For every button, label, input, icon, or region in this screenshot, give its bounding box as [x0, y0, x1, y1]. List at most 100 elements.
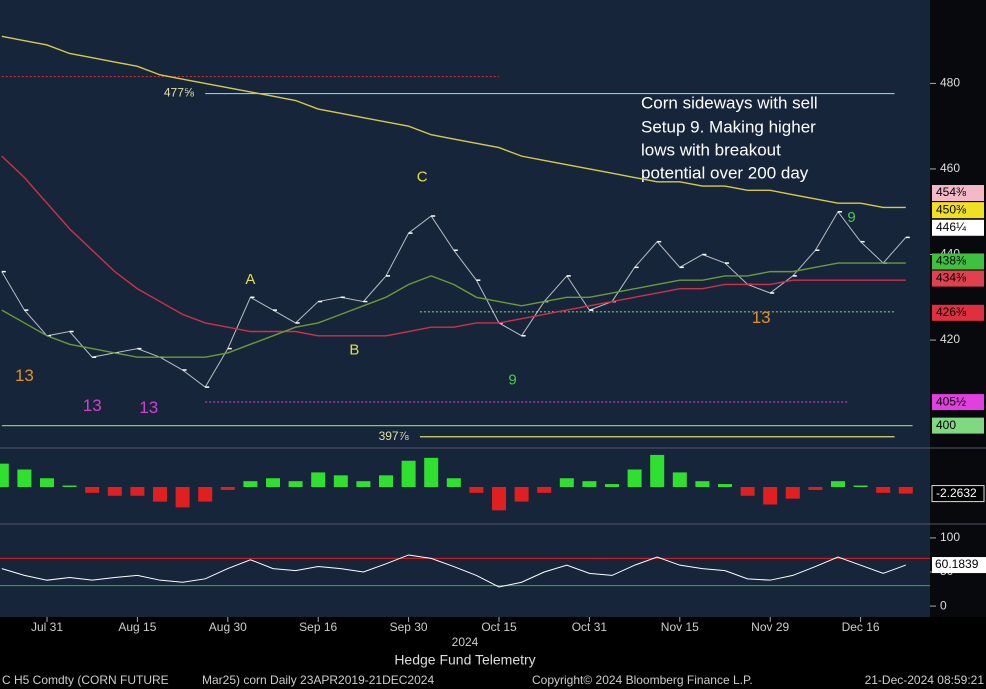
- y-tick-label: 420: [940, 332, 960, 346]
- histogram-bar: [785, 487, 800, 499]
- price-label-box: [932, 270, 984, 287]
- plot-background: [0, 0, 930, 617]
- y-tick-label: 460: [940, 161, 960, 175]
- histogram-bar: [17, 469, 32, 487]
- y-tick-label: 100: [940, 530, 960, 544]
- histogram-bar: [243, 481, 258, 487]
- price-label: 426⅜: [936, 305, 967, 319]
- histogram-bar: [220, 487, 235, 490]
- count-label: B: [349, 342, 359, 359]
- histogram-bar: [311, 472, 326, 487]
- histogram-bar: [356, 481, 371, 487]
- price-label: 405½: [936, 394, 966, 408]
- count-label: 13: [752, 308, 771, 327]
- x-tick-label: Sep 16: [299, 620, 337, 634]
- price-label: 454⅜: [936, 185, 967, 199]
- series-line: [1, 35, 906, 209]
- footer: 21-Dec-2024 08:59:21: [865, 673, 985, 687]
- count-label: 9: [508, 372, 516, 389]
- count-label: 13: [15, 366, 34, 385]
- histogram-bar: [559, 478, 574, 487]
- value-box: [931, 485, 985, 503]
- x-tick-label: Aug 15: [118, 620, 156, 634]
- chart-title: Hedge Fund Telemetry: [394, 652, 535, 668]
- histogram-bar: [650, 454, 665, 487]
- price-label-box: [932, 394, 984, 411]
- histogram-bar: [153, 487, 167, 502]
- histogram-last: -2.2632: [936, 486, 977, 500]
- oscillator-line: [1, 554, 906, 588]
- histogram-bar: [266, 478, 280, 487]
- level-label: 477⅝: [164, 86, 195, 100]
- footer: Mar25) corn Daily 23APR2019-21DEC2024: [202, 673, 434, 687]
- histogram-bar: [130, 487, 145, 496]
- x-tick-label: Oct 31: [572, 620, 608, 634]
- histogram-bar: [401, 460, 416, 487]
- y-tick-label: 480: [940, 76, 960, 90]
- y-tick-label: 0: [940, 598, 947, 612]
- count-label: A: [245, 271, 255, 288]
- histogram-bar: [853, 485, 868, 487]
- price-label-box: [932, 219, 984, 236]
- histogram-bar: [198, 487, 213, 502]
- x-tick-label: Aug 30: [209, 620, 247, 634]
- price-label-box: [932, 253, 984, 270]
- annotation: Corn sideways with sell: [641, 93, 818, 112]
- histogram-bar: [831, 481, 845, 487]
- x-tick-label: Nov 29: [751, 620, 789, 634]
- histogram-bar: [40, 478, 54, 487]
- series-line: [1, 155, 906, 337]
- histogram-bar: [876, 487, 891, 493]
- x-tick-label: Nov 15: [661, 620, 699, 634]
- year-label: 2024: [452, 635, 479, 649]
- footer: Copyright© 2024 Bloomberg Finance L.P.: [532, 673, 753, 687]
- histogram-bar: [379, 475, 393, 487]
- histogram-bar: [627, 469, 642, 487]
- footer: C H5 Comdty (CORN FUTURE: [2, 673, 169, 687]
- x-tick-label: Sep 30: [390, 620, 428, 634]
- histogram-bar: [62, 485, 77, 487]
- x-tick-label: Oct 15: [481, 620, 517, 634]
- value-box: [932, 557, 986, 574]
- histogram-bar: [763, 487, 778, 505]
- histogram-bar: [107, 487, 122, 496]
- histogram-bar: [333, 475, 348, 487]
- histogram-bar: [469, 487, 484, 493]
- price-label-box: [932, 417, 984, 434]
- count-label: 13: [83, 396, 102, 415]
- histogram-bar: [175, 487, 190, 508]
- price-label: 438⅜: [936, 254, 967, 268]
- price-label-box: [932, 202, 984, 219]
- level-label: 397⅞: [379, 429, 410, 443]
- annotation: Setup 9. Making higher: [641, 117, 816, 136]
- oscillator-last: 60.1839: [935, 557, 979, 571]
- price-label: 400: [936, 418, 956, 432]
- price-label: 434⅜: [936, 271, 967, 285]
- price-label-box: [932, 185, 984, 202]
- histogram-bar: [740, 487, 755, 496]
- histogram-bar: [288, 481, 303, 487]
- histogram-bar: [537, 487, 552, 493]
- histogram-bar: [898, 487, 913, 494]
- count-label: C: [417, 168, 428, 185]
- count-label: 9: [847, 209, 855, 226]
- histogram-bar: [808, 487, 823, 490]
- histogram-bar: [605, 484, 619, 487]
- price-label: 450⅜: [936, 202, 967, 216]
- price-label-box: [932, 304, 984, 321]
- histogram-bar: [695, 481, 710, 487]
- histogram-bar: [514, 487, 529, 502]
- series-line: [1, 262, 906, 358]
- count-label: 13: [139, 398, 158, 417]
- histogram-bar: [492, 487, 506, 511]
- histogram-bar: [85, 487, 100, 493]
- annotation: lows with breakout: [641, 140, 781, 159]
- histogram-bar: [446, 478, 461, 487]
- histogram-bar: [0, 463, 9, 487]
- x-tick-label: Jul 31: [31, 620, 63, 634]
- x-tick-label: Dec 16: [842, 620, 880, 634]
- histogram-bar: [582, 481, 597, 487]
- histogram-bar: [672, 472, 687, 487]
- annotation: potential over 200 day: [641, 163, 809, 182]
